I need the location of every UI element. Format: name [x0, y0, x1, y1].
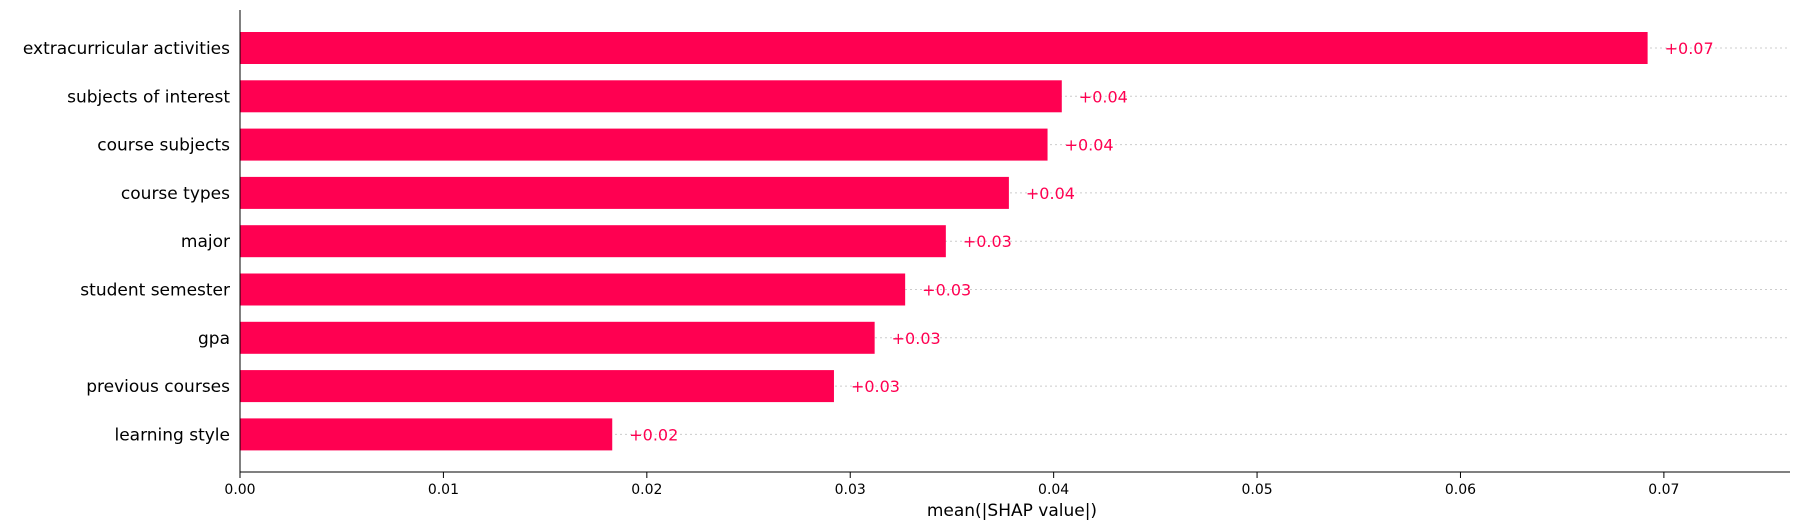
bar-value-label: +0.03: [922, 281, 971, 300]
category-label: major: [181, 232, 230, 252]
x-ticks: 0.00 0.01 0.02 0.03 0.04 0.05 0.06 0.07: [224, 472, 1679, 498]
x-tick-label: 0.06: [1445, 482, 1476, 498]
bars: [240, 32, 1648, 451]
x-tick-label: 0.07: [1648, 482, 1679, 498]
bar-value-label: +0.07: [1665, 39, 1714, 58]
bar: [240, 370, 834, 403]
x-tick-label: 0.02: [631, 482, 662, 498]
bar: [240, 321, 875, 354]
x-tick-label: 0.01: [428, 482, 459, 498]
x-tick-label: 0.03: [835, 482, 866, 498]
bar: [240, 176, 1009, 209]
bar-value-label: +0.03: [851, 377, 900, 396]
value-labels: +0.07 +0.04 +0.04 +0.04 +0.03 +0.03 +0.03 +0.03…: [629, 39, 1713, 444]
bar-value-label: +0.03: [892, 329, 941, 348]
category-label: student semester: [80, 281, 230, 301]
category-labels: extracurricular activities subjects of in…: [23, 39, 230, 445]
bar: [240, 273, 906, 306]
bar: [240, 128, 1048, 161]
category-label: extracurricular activities: [23, 39, 230, 59]
bar-value-label: +0.04: [1079, 87, 1128, 106]
category-label: course subjects: [97, 136, 230, 156]
bar-value-label: +0.04: [1065, 136, 1114, 155]
category-label: learning style: [114, 425, 230, 445]
bar: [240, 32, 1648, 64]
category-label: previous courses: [86, 377, 230, 397]
bar-value-label: +0.03: [963, 232, 1012, 251]
x-tick-label: 0.04: [1038, 482, 1069, 498]
x-axis-title: mean(|SHAP value|): [927, 501, 1097, 521]
bar-value-label: +0.02: [629, 425, 678, 444]
bar: [240, 418, 613, 451]
bar-value-label: +0.04: [1026, 184, 1075, 203]
bar: [240, 80, 1062, 113]
category-label: gpa: [198, 329, 230, 349]
x-tick-label: 0.05: [1241, 482, 1272, 498]
x-tick-label: 0.00: [224, 482, 255, 498]
category-label: course types: [121, 184, 230, 204]
category-label: subjects of interest: [67, 87, 230, 107]
bar: [240, 225, 946, 258]
